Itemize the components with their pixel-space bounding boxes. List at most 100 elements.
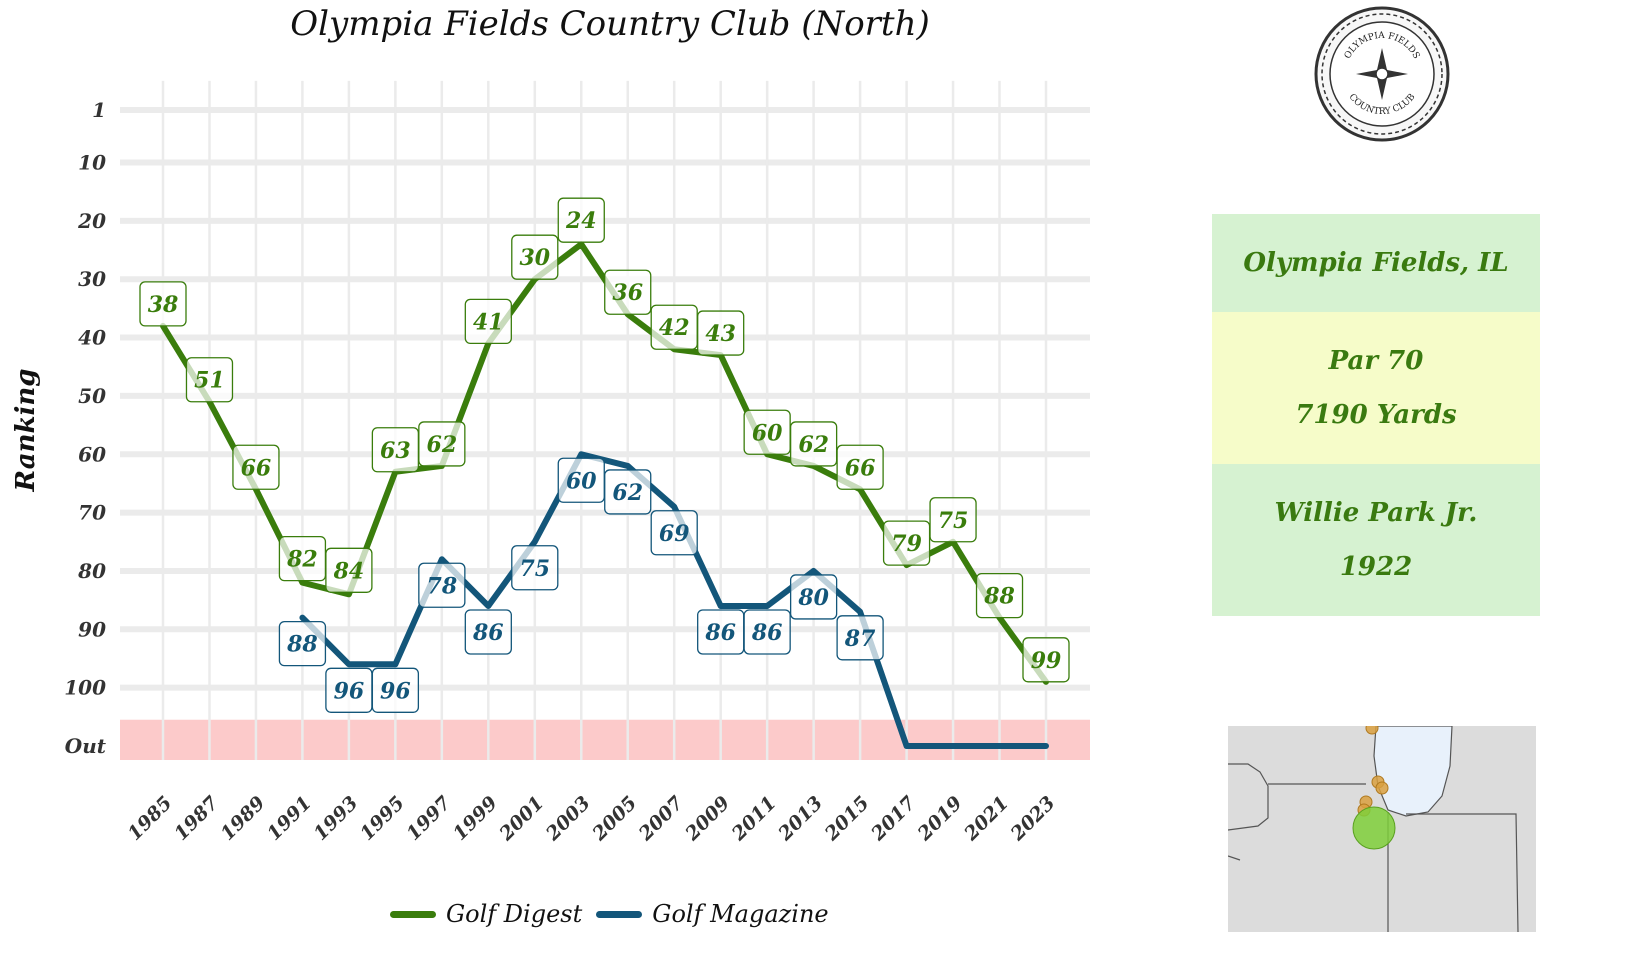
- x-tick-label: 1999: [449, 792, 502, 845]
- data-label-box: [604, 469, 652, 515]
- ranking-chart: 1102030405060708090100Out198519871989199…: [11, 80, 1090, 846]
- out-band: [120, 719, 1090, 760]
- x-tick-label: 2023: [1006, 792, 1060, 846]
- data-label: 69: [659, 521, 690, 547]
- chart-legend: Golf Digest Golf Magazine: [390, 900, 829, 928]
- legend-swatch-golf-magazine: [596, 910, 643, 918]
- x-tick-label: 1985: [124, 792, 177, 845]
- x-tick-label: 2001: [495, 792, 549, 846]
- data-label: 60: [752, 420, 783, 446]
- data-label-box: [325, 547, 373, 593]
- data-label: 88: [286, 632, 318, 658]
- y-tick-label: 1: [92, 98, 106, 122]
- course-par: Par 70: [1328, 346, 1424, 376]
- data-label-box: [836, 444, 884, 490]
- data-label: 38: [148, 292, 179, 318]
- data-label-box: [418, 421, 466, 467]
- course-info-card: Olympia Fields, IL Par 70 7190 Yards Wil…: [1212, 214, 1540, 616]
- y-tick-label: 50: [78, 384, 106, 408]
- data-label-box: [464, 298, 512, 345]
- data-label: 82: [286, 547, 318, 573]
- y-tick-label: 20: [77, 209, 106, 233]
- data-label-box: [789, 574, 838, 620]
- data-label-box: [975, 572, 1024, 619]
- data-label-box: [418, 562, 466, 608]
- map-marker: [1375, 781, 1389, 795]
- data-label: 75: [519, 556, 550, 582]
- data-label: 86: [751, 620, 783, 646]
- data-label-box: [557, 197, 605, 243]
- course-architect: Willie Park Jr.: [1274, 498, 1478, 528]
- y-tick-label: 40: [78, 326, 106, 350]
- data-label: 75: [938, 508, 969, 534]
- data-label: 66: [845, 455, 876, 481]
- data-label-box: [278, 620, 327, 667]
- data-label-box: [1022, 637, 1070, 683]
- data-label: 80: [797, 585, 829, 611]
- data-label: 79: [891, 531, 922, 557]
- y-tick-label: 100: [64, 676, 106, 700]
- data-label-box: [371, 667, 420, 713]
- club-seal-logo: OLYMPIA FIELDS COUNTRY CLUB: [1314, 6, 1450, 142]
- x-tick-label: 2021: [959, 792, 1013, 846]
- x-tick-label: 2007: [634, 792, 688, 846]
- data-label-box: [697, 310, 745, 356]
- x-tick-label: 1987: [170, 792, 223, 845]
- data-label-box: [464, 609, 512, 655]
- x-tick-label: 2015: [820, 792, 874, 846]
- x-tick-label: 2013: [774, 792, 828, 846]
- data-label: 88: [983, 584, 1015, 610]
- data-label: 62: [427, 432, 458, 458]
- data-label-box: [232, 444, 280, 490]
- data-label: 99: [1031, 648, 1062, 674]
- course-location: Olympia Fields, IL: [1243, 248, 1509, 278]
- y-tick-label: 30: [78, 267, 106, 291]
- data-label-box: [511, 234, 559, 280]
- x-tick-label: 1993: [309, 792, 362, 845]
- y-tick-label: 70: [78, 501, 106, 525]
- data-label-box: [882, 520, 931, 566]
- y-tick-label: 90: [78, 617, 106, 641]
- location-panel: Olympia Fields, IL: [1212, 214, 1540, 312]
- x-tick-label: 1995: [356, 792, 409, 845]
- legend-swatch-golf-digest: [390, 910, 436, 918]
- data-label: 86: [704, 620, 736, 646]
- data-label: 87: [844, 626, 876, 652]
- data-label: 66: [241, 455, 272, 481]
- x-tick-label: 1989: [217, 792, 270, 845]
- data-label-box: [789, 421, 838, 467]
- chart-title: Olympia Fields Country Club (North): [290, 4, 930, 44]
- legend-label-golf-digest: Golf Digest: [446, 900, 583, 928]
- x-tick-label: 2017: [866, 792, 920, 846]
- legend-item-golf-digest[interactable]: Golf Digest: [390, 900, 582, 928]
- course-year: 1922: [1339, 552, 1413, 582]
- data-label: 36: [612, 280, 643, 306]
- data-label: 63: [380, 438, 411, 464]
- legend-item-golf-magazine[interactable]: Golf Magazine: [596, 900, 829, 928]
- data-label: 96: [380, 678, 411, 704]
- data-label: 24: [565, 208, 597, 234]
- x-tick-label: 2019: [913, 792, 967, 846]
- data-label-box: [836, 615, 884, 661]
- x-tick-label: 2005: [588, 792, 642, 846]
- x-tick-label: 1991: [263, 792, 316, 845]
- y-tick-label: 60: [78, 442, 106, 466]
- location-map: [1228, 726, 1536, 932]
- data-label-box: [185, 357, 234, 403]
- data-label: 86: [472, 620, 504, 646]
- y-tick-label: 10: [78, 151, 106, 175]
- x-tick-label: 2011: [727, 792, 781, 846]
- course-yards: 7190 Yards: [1295, 400, 1457, 430]
- data-label: 42: [659, 315, 690, 341]
- data-label: 62: [798, 432, 829, 458]
- data-label: 51: [194, 368, 225, 394]
- data-label: 43: [705, 321, 736, 347]
- x-tick-label: 2003: [541, 792, 595, 846]
- data-label-box: [650, 510, 698, 556]
- data-label: 60: [566, 468, 597, 494]
- legend-label-golf-magazine: Golf Magazine: [652, 900, 829, 928]
- x-tick-label: 2009: [681, 792, 735, 846]
- architect-panel: Willie Park Jr. 1922: [1212, 464, 1540, 616]
- data-label-box: [743, 609, 791, 655]
- y-axis-label: Ranking: [11, 369, 41, 493]
